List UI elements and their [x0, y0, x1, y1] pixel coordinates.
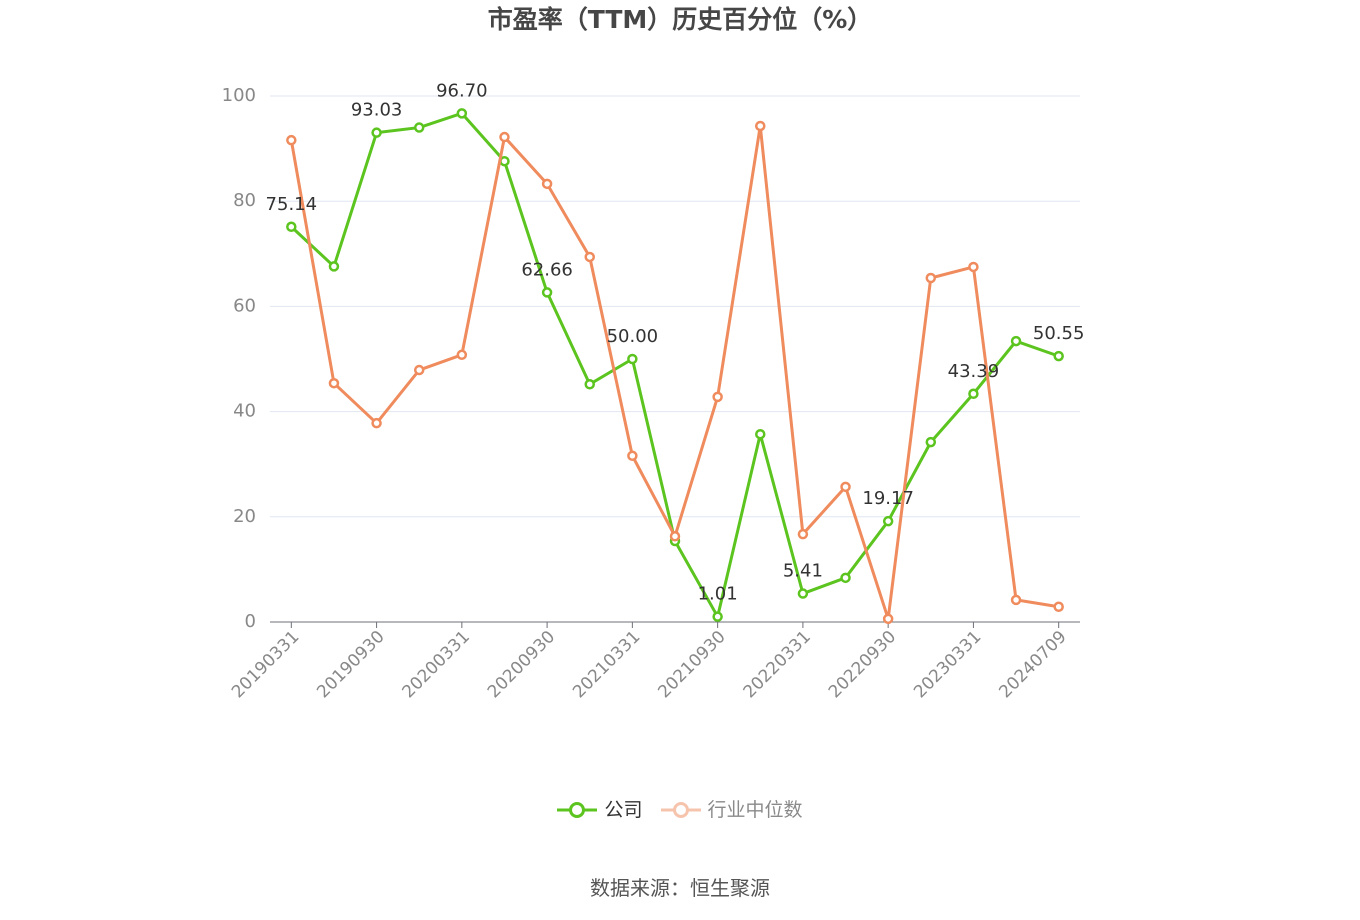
series-1-point[interactable] — [286, 134, 297, 146]
series-0-point[interactable] — [797, 588, 809, 599]
series-0-data-label: 62.66 — [521, 259, 573, 280]
series-0-point[interactable] — [627, 353, 638, 365]
series-1-point[interactable] — [328, 377, 340, 389]
series-0-point[interactable] — [1010, 335, 1022, 347]
legend-item-industry-median[interactable]: 行业中位数 — [660, 796, 803, 824]
chart-title: 市盈率（TTM）历史百分位（%） — [487, 5, 873, 34]
series-0-point[interactable] — [712, 611, 723, 622]
series-1-point[interactable] — [882, 613, 894, 625]
series-0-point[interactable] — [328, 261, 340, 272]
legend-item-company[interactable]: 公司 — [557, 796, 643, 824]
series-1-point[interactable] — [968, 261, 979, 273]
series-1-point[interactable] — [413, 364, 425, 376]
series-1-point[interactable] — [1010, 594, 1022, 606]
x-tick-label: 20200930 — [484, 627, 559, 702]
series-0-data-label: 19.17 — [862, 488, 914, 509]
x-tick-label: 20220331 — [740, 627, 815, 702]
y-tick-label: 80 — [233, 190, 256, 211]
series-0-data-label: 1.01 — [698, 584, 738, 605]
x-tick-label: 20200331 — [399, 627, 474, 702]
series-1-point[interactable] — [797, 528, 809, 540]
x-tick-label: 20190331 — [228, 627, 303, 702]
y-tick-label: 0 — [245, 611, 256, 632]
series-1-point[interactable] — [499, 131, 510, 143]
series-1-point[interactable] — [371, 417, 382, 429]
series-0-point[interactable] — [413, 122, 425, 133]
series-0-point[interactable] — [968, 388, 979, 400]
x-tick-label: 20220930 — [825, 627, 900, 702]
series-1-point[interactable] — [840, 481, 851, 493]
series-1-point[interactable] — [627, 450, 638, 462]
x-tick-label: 20230331 — [910, 627, 985, 702]
chart-legend: 公司 行业中位数 — [0, 796, 1360, 824]
data-labels: 75.14 93.03 96.70 62.66 50.00 1.01 5.41 19.17 43… — [266, 80, 1085, 604]
y-tick-label: 40 — [233, 401, 256, 422]
series-0-point[interactable] — [286, 221, 297, 233]
legend-label: 行业中位数 — [707, 799, 803, 821]
series-0-data-label: 50.55 — [1033, 323, 1085, 344]
x-axis: 20190331 20190930 20200331 20200930 20210331… — [228, 621, 1080, 702]
series-0-data-label: 93.03 — [351, 100, 403, 121]
legend-line-circle-icon — [660, 802, 701, 818]
series-0-data-label: 96.70 — [436, 80, 488, 101]
series-0-data-label: 43.39 — [948, 361, 1000, 382]
series-1-point[interactable] — [456, 349, 468, 361]
x-tick-label: 20190930 — [313, 627, 388, 702]
series-0 — [286, 108, 1064, 622]
series-0-point[interactable] — [371, 127, 382, 138]
series-0-point[interactable] — [882, 515, 894, 527]
series-0-point[interactable] — [456, 108, 468, 119]
grid: 0 20 40 60 80 100 — [222, 85, 1080, 632]
y-tick-label: 20 — [233, 506, 256, 527]
series-0-point[interactable] — [584, 378, 595, 390]
legend-label: 公司 — [604, 799, 643, 821]
x-tick-label: 20210331 — [569, 627, 644, 702]
series-1-point[interactable] — [755, 120, 766, 132]
series-1-point[interactable] — [669, 531, 681, 542]
series-0-point[interactable] — [925, 436, 937, 448]
series-1-point[interactable] — [584, 251, 595, 263]
series-1-point[interactable] — [925, 272, 937, 284]
series-0-point[interactable] — [1053, 350, 1064, 362]
series-1-point[interactable] — [541, 178, 553, 190]
series-1-point[interactable] — [712, 391, 723, 403]
x-tick-label: 20240709 — [995, 627, 1070, 702]
legend-line-circle-icon — [557, 802, 598, 818]
series-1-point[interactable] — [1053, 601, 1064, 612]
series-0-point[interactable] — [840, 572, 851, 584]
x-tick-label: 20210930 — [654, 627, 729, 702]
series-0-data-label: 75.14 — [266, 194, 318, 215]
y-tick-label: 60 — [233, 295, 256, 316]
series-0-data-label: 5.41 — [783, 561, 823, 582]
y-tick-label: 100 — [222, 85, 256, 106]
data-source-note: 数据来源：恒生聚源 — [590, 876, 770, 900]
series-0-point[interactable] — [541, 287, 553, 298]
series-1 — [286, 120, 1064, 625]
series-0-data-label: 50.00 — [607, 326, 659, 347]
series-0-point[interactable] — [755, 428, 766, 440]
